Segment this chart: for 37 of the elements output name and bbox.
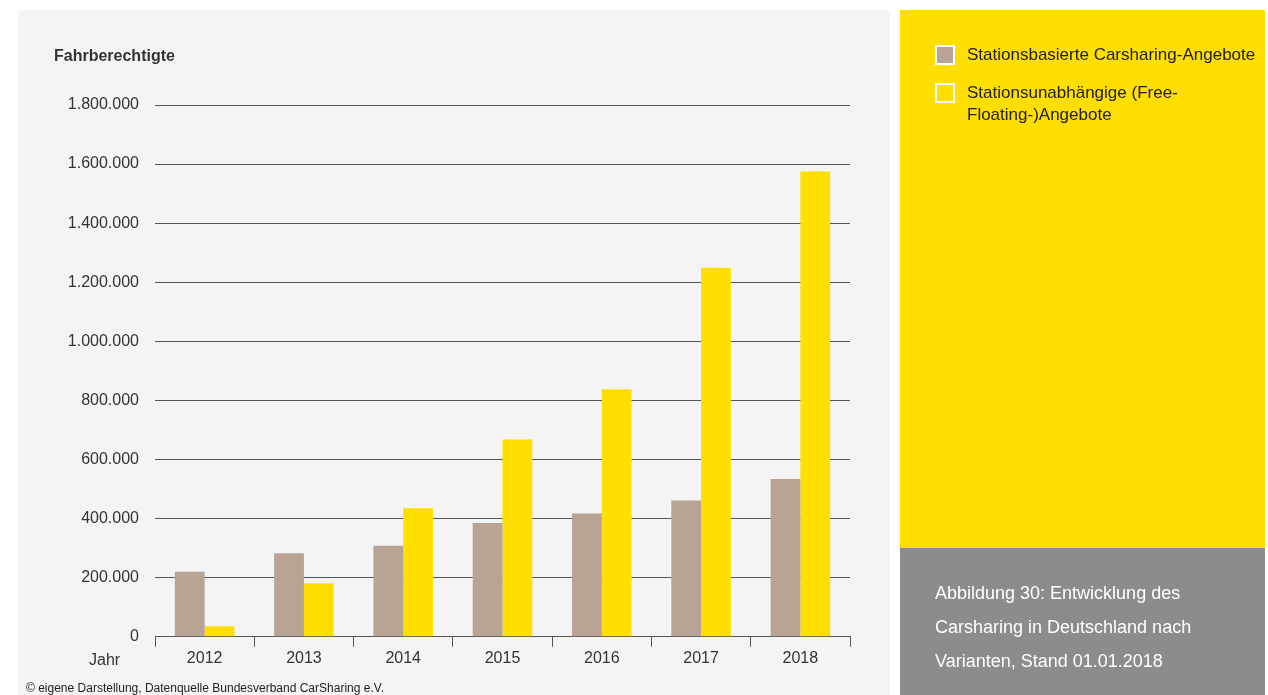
bar (174, 571, 205, 637)
bar (701, 267, 731, 637)
y-tick-label: 800.000 (81, 390, 140, 408)
y-tick-label: 1.400.000 (67, 213, 140, 231)
bar (800, 171, 831, 637)
y-tick-label: 1.200.000 (67, 272, 140, 290)
y-tick-label: 1.600.000 (67, 154, 140, 172)
x-tick-label: 2016 (583, 648, 620, 666)
bar (572, 513, 602, 637)
x-axis-title: Jahr (89, 651, 121, 669)
bar (472, 523, 503, 637)
x-tick-label: 2018 (782, 648, 819, 666)
y-tick-label: 400.000 (81, 509, 140, 527)
y-tick-label: 0 (130, 627, 140, 645)
bar (671, 500, 702, 637)
bar (601, 389, 632, 637)
y-tick-label: 200.000 (81, 568, 140, 586)
x-tick-label: 2014 (385, 648, 422, 666)
legend-label: Stationsbasierte Carsharing-Angebote (967, 44, 1256, 66)
x-tick-label: 2017 (683, 648, 719, 666)
legend-label: Stationsunabhängige (Free-Floating-)Angebote (967, 82, 1179, 126)
bar (274, 553, 304, 637)
bar (373, 545, 404, 637)
bar (204, 626, 235, 637)
x-tick-label: 2012 (186, 648, 223, 666)
y-tick-label: 1.000.000 (67, 331, 140, 349)
bar (770, 479, 801, 637)
bar (502, 439, 533, 637)
y-tick-label: 1.800.000 (67, 95, 140, 113)
y-axis-title: Fahrberechtigte (54, 47, 176, 65)
y-tick-label: 600.000 (81, 449, 140, 467)
x-tick-label: 2013 (286, 648, 322, 666)
x-tick-label: 2015 (484, 648, 521, 666)
bar (403, 508, 433, 637)
text: Abbildung 30: Entwicklung des Carsharing in Deutschland nach Varianten, Stand 01.01.2018 (935, 582, 1193, 673)
bar (303, 583, 334, 637)
text: © eigene Darstellung, Datenquelle Bundesverband CarSharing e.V. (26, 681, 384, 695)
